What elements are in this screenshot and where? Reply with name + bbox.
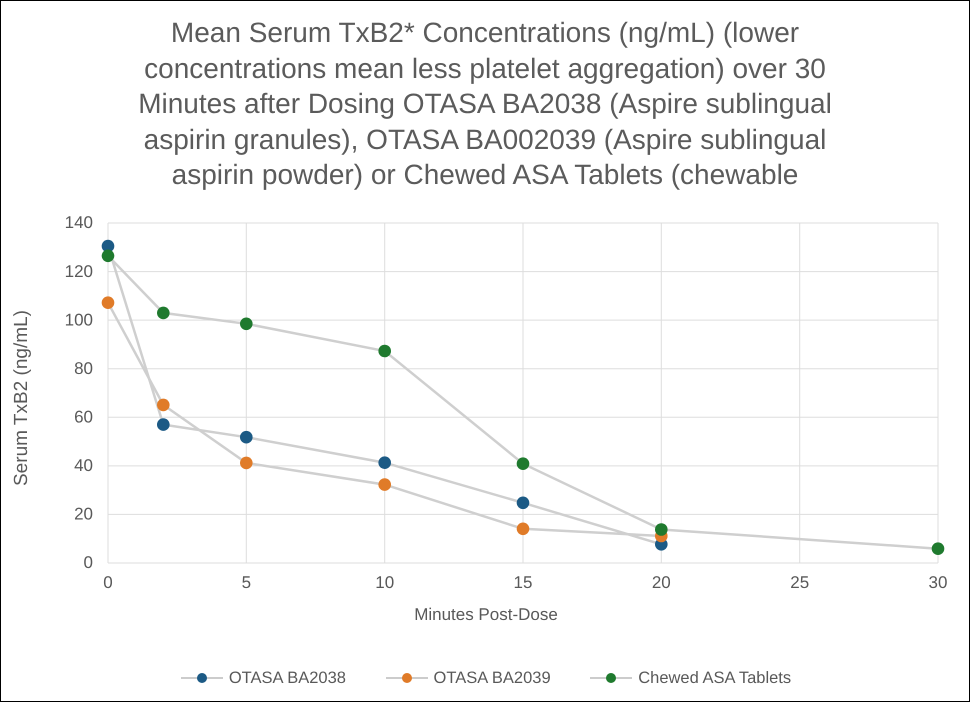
svg-text:5: 5 (242, 573, 251, 592)
svg-text:80: 80 (74, 359, 93, 378)
svg-text:15: 15 (514, 573, 533, 592)
svg-text:140: 140 (65, 213, 93, 232)
svg-text:20: 20 (652, 573, 671, 592)
svg-text:0: 0 (103, 573, 112, 592)
svg-text:25: 25 (790, 573, 809, 592)
svg-text:20: 20 (74, 505, 93, 524)
svg-text:0: 0 (84, 553, 93, 572)
svg-text:40: 40 (74, 456, 93, 475)
svg-text:100: 100 (65, 310, 93, 329)
svg-text:60: 60 (74, 408, 93, 427)
svg-text:120: 120 (65, 262, 93, 281)
svg-text:10: 10 (375, 573, 394, 592)
svg-text:30: 30 (929, 573, 948, 592)
